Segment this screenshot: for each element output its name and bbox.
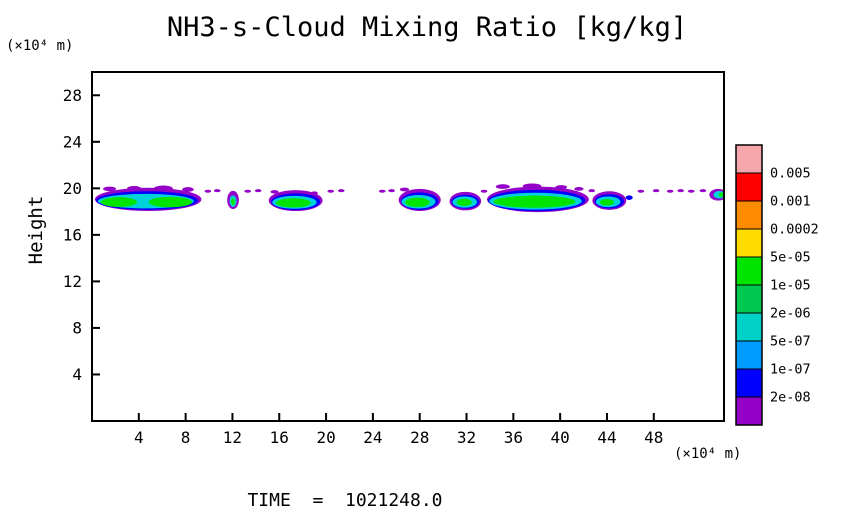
cloud-blob (154, 185, 173, 192)
colorbar-label: 2e-06 (770, 306, 811, 322)
y-tick-label: 12 (63, 272, 82, 291)
colorbar-label: 1e-07 (770, 362, 811, 378)
y-tick-label: 8 (72, 318, 82, 337)
cloud-blob (270, 190, 279, 194)
colorbar-cell (735, 200, 763, 230)
x-tick-label: 12 (223, 428, 242, 447)
cloud-blob (555, 185, 568, 190)
cloud-blob (456, 198, 472, 207)
colorbar-cell (735, 368, 763, 398)
x-tick-label: 24 (363, 428, 382, 447)
colorbar-border (735, 144, 763, 426)
cloud-blob (493, 195, 576, 208)
cloud-blob (244, 189, 251, 193)
cloud-blob (275, 198, 311, 208)
cloud-blob (495, 184, 510, 189)
y-tick-label: 4 (72, 365, 82, 384)
cloud-blob (637, 189, 645, 193)
colorbar-label: 0.001 (770, 194, 811, 210)
cloud-blob (677, 189, 684, 193)
cloud-blob (405, 197, 430, 207)
cloud-blob (378, 189, 386, 193)
cloud-blob (480, 189, 488, 193)
x-tick-label: 28 (410, 428, 429, 447)
cloud-blob (599, 199, 614, 206)
colorbar-cell (735, 396, 763, 426)
x-tick-label: 16 (270, 428, 289, 447)
colorbar-label: 5e-07 (770, 334, 811, 350)
cloud-blob (327, 189, 335, 193)
x-tick-label: 20 (316, 428, 335, 447)
cloud-blob (338, 189, 345, 193)
plot-frame (91, 71, 725, 422)
cloud-blob (100, 197, 138, 207)
cloud-blob (388, 189, 395, 193)
y-axis-units-label: (×10⁴ m) (6, 38, 74, 54)
y-tick-label: 16 (63, 225, 82, 244)
y-tick-label: 24 (63, 132, 82, 151)
colorbar-label: 0.0002 (770, 222, 819, 238)
colorbar-label: 5e-05 (770, 250, 811, 266)
cloud-blob (103, 186, 116, 192)
time-label: TIME = 1021248.0 (247, 490, 443, 511)
chart-title: NH3-s-Cloud Mixing Ratio [kg/kg] (166, 12, 688, 43)
cloud-blob (254, 189, 262, 193)
colorbar-label: 0.005 (770, 166, 811, 182)
colorbar-label: 2e-08 (770, 390, 811, 406)
x-tick-label: 36 (504, 428, 523, 447)
cloud-blob (148, 196, 193, 208)
cloud-blob (204, 189, 212, 193)
colorbar-cell (735, 144, 763, 174)
colorbar-label: 1e-05 (770, 278, 811, 294)
x-tick-label: 44 (597, 428, 616, 447)
cloud-blob (399, 187, 410, 192)
x-axis-ticks: 4 8 12 16 20 24 28 32 36 40 44 48 (134, 413, 663, 447)
colorbar-cell (735, 312, 763, 342)
cloud-blob (666, 189, 674, 193)
cloud-blob (213, 189, 221, 193)
cloud-blob (699, 189, 707, 193)
x-tick-label: 4 (134, 428, 144, 447)
x-tick-label: 48 (644, 428, 663, 447)
cloud-blob (588, 189, 596, 193)
cloud-blob (310, 191, 318, 195)
cloud-blob (687, 189, 695, 193)
y-tick-label: 20 (63, 179, 82, 198)
colorbar-cell (735, 284, 763, 314)
colorbar-cell (735, 228, 763, 258)
cloud-blob (231, 198, 236, 206)
x-tick-label: 32 (457, 428, 476, 447)
cloud-blob (127, 186, 142, 191)
cloud-blob (522, 183, 542, 189)
y-axis-ticks: 4 8 12 16 20 24 28 (63, 86, 100, 384)
cloud-blob (652, 189, 660, 193)
colorbar-cell (735, 256, 763, 286)
cloud-blob (625, 195, 633, 200)
colorbar-cell (735, 340, 763, 370)
cloud-field (94, 183, 724, 213)
cloud-blob (574, 187, 584, 191)
colorbar: 0.005 0.001 0.0002 5e-05 1e-05 2e-06 5e-07 1e-0… (735, 144, 819, 426)
colorbar-cell (735, 172, 763, 202)
cloud-blob (182, 187, 194, 192)
x-tick-label: 40 (551, 428, 570, 447)
cloud-blob (718, 192, 724, 197)
x-axis-units-label: (×10⁴ m) (674, 446, 742, 462)
x-tick-label: 8 (181, 428, 191, 447)
y-tick-label: 28 (63, 86, 82, 105)
